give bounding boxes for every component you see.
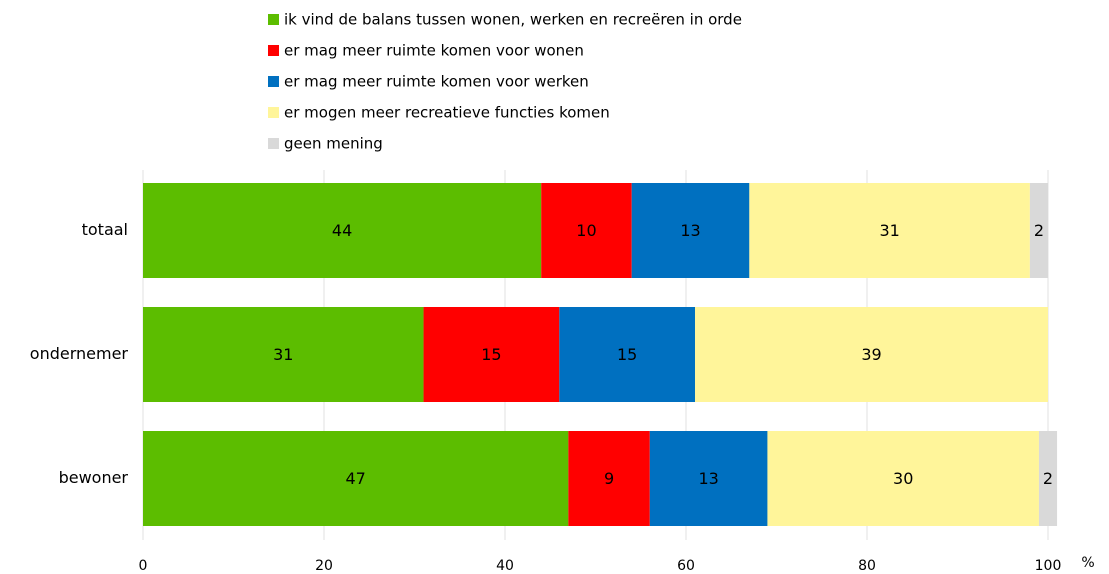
data-label: 2 bbox=[1034, 221, 1044, 240]
legend-swatch bbox=[268, 107, 279, 118]
bar-segment bbox=[143, 183, 542, 278]
data-label: 39 bbox=[861, 345, 881, 364]
legend-swatch bbox=[268, 14, 279, 25]
bar-segment bbox=[749, 183, 1030, 278]
bar-segment bbox=[559, 307, 696, 402]
x-axis-label: % bbox=[1081, 555, 1094, 571]
bar-segment bbox=[143, 307, 424, 402]
x-tick-label: 80 bbox=[858, 558, 876, 574]
legend-label: geen mening bbox=[284, 135, 383, 153]
bar-segment bbox=[1038, 431, 1058, 526]
data-label: 15 bbox=[481, 345, 501, 364]
bar-segment bbox=[767, 431, 1039, 526]
legend-swatch bbox=[268, 76, 279, 87]
legend-label: er mag meer ruimte komen voor wonen bbox=[284, 42, 584, 60]
data-label: 31 bbox=[879, 221, 899, 240]
y-tick-label: ondernemer bbox=[30, 344, 129, 363]
legend-swatch bbox=[268, 45, 279, 56]
data-label: 10 bbox=[576, 221, 596, 240]
legend-label: er mogen meer recreatieve functies komen bbox=[284, 104, 610, 122]
data-label: 13 bbox=[698, 469, 718, 488]
bar-segment bbox=[649, 431, 768, 526]
legend-label: ik vind de balans tussen wonen, werken e… bbox=[284, 11, 742, 29]
data-label: 9 bbox=[604, 469, 614, 488]
data-label: 30 bbox=[893, 469, 913, 488]
y-tick-label: bewoner bbox=[59, 468, 129, 487]
bar-segment bbox=[1029, 183, 1048, 278]
x-tick-label: 60 bbox=[677, 558, 695, 574]
bar-segment bbox=[695, 307, 1048, 402]
bar-segment bbox=[143, 431, 569, 526]
bar-segment bbox=[568, 431, 650, 526]
bar-segment bbox=[423, 307, 560, 402]
bar-segment bbox=[631, 183, 750, 278]
x-tick-label: 100 bbox=[1035, 558, 1062, 574]
data-label: 15 bbox=[617, 345, 637, 364]
x-tick-label: 20 bbox=[315, 558, 333, 574]
legend-swatch bbox=[268, 138, 279, 149]
data-label: 44 bbox=[332, 221, 352, 240]
legend-label: er mag meer ruimte komen voor werken bbox=[284, 73, 589, 91]
x-tick-label: 40 bbox=[496, 558, 514, 574]
data-label: 47 bbox=[345, 469, 365, 488]
x-tick-label: 0 bbox=[139, 558, 148, 574]
data-label: 31 bbox=[273, 345, 293, 364]
data-label: 13 bbox=[680, 221, 700, 240]
bar-segment bbox=[541, 183, 632, 278]
y-tick-label: totaal bbox=[82, 220, 128, 239]
data-label: 2 bbox=[1043, 469, 1053, 488]
